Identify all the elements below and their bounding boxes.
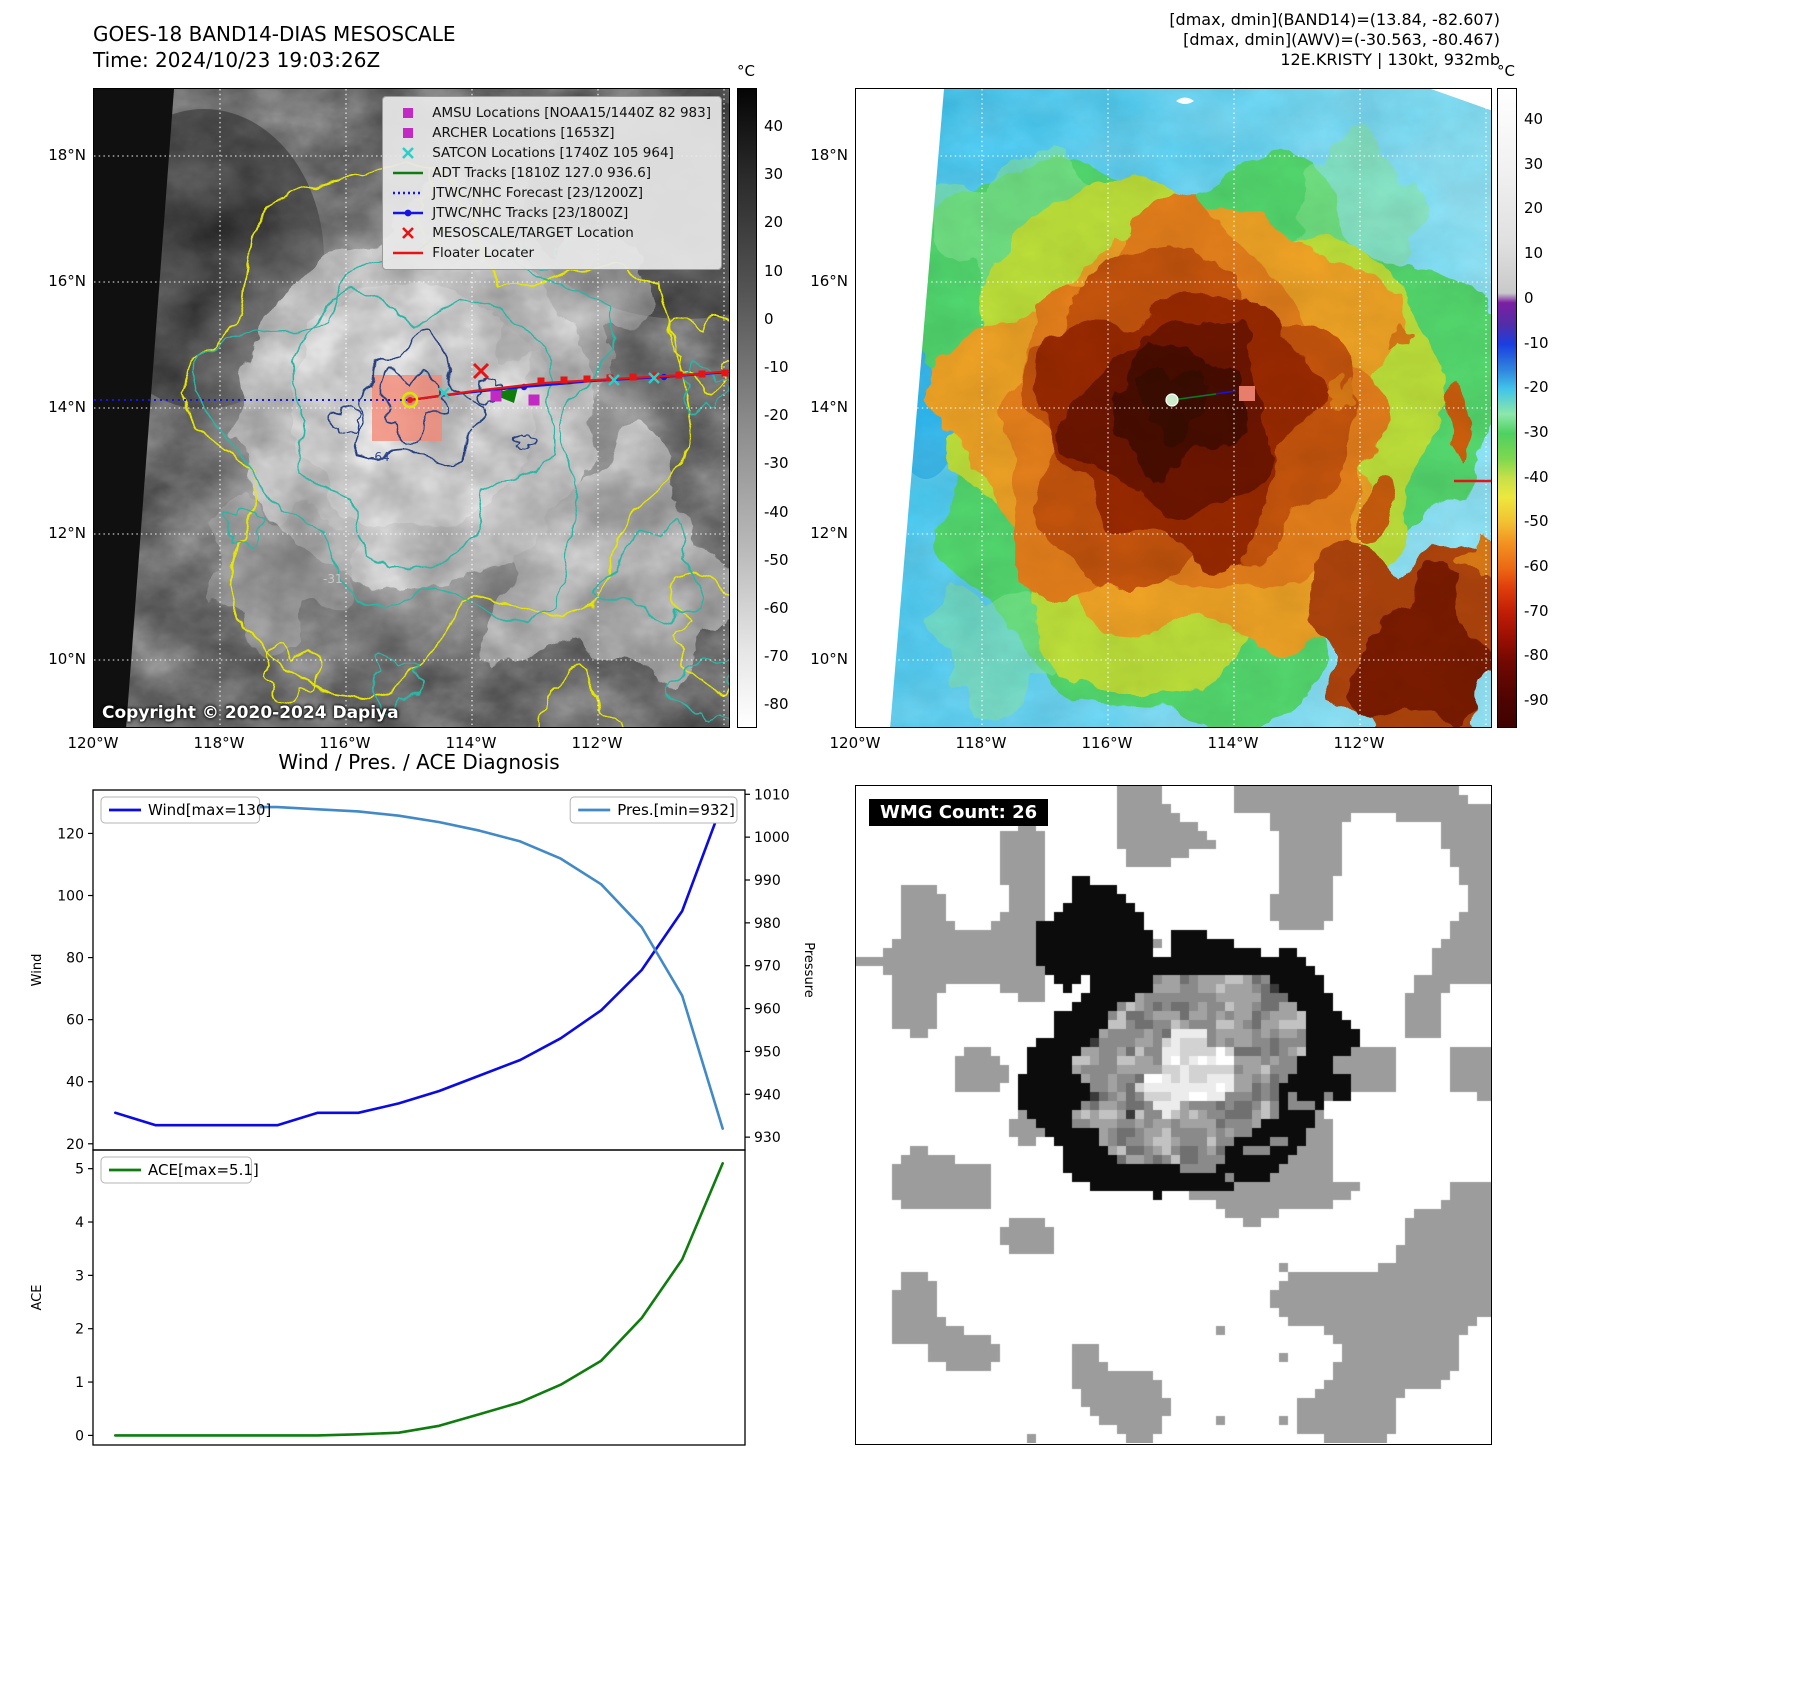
wmg-pixel-map [855,785,1492,1445]
awv-lon-tick: 112°W [1333,734,1385,752]
legend-item-label: JTWC/NHC Tracks [23/1800Z] [432,205,629,221]
legend-item: JTWC/NHC Tracks [23/1800Z] [391,203,711,223]
line-legend-icon [393,171,424,175]
band14-lon-tick: 118°W [193,734,245,752]
band14-colorbar-tick: -30 [764,454,789,473]
legend-item-label: JTWC/NHC Forecast [23/1200Z] [432,185,644,201]
band14-title: GOES-18 BAND14-DIAS MESOSCALE [93,22,456,46]
band14-lat-tick: 16°N [48,272,86,290]
awv-colorbar [1497,88,1517,728]
band14-timestamp: Time: 2024/10/23 19:03:26Z [93,48,381,72]
square-legend-icon [403,128,414,138]
dotted-legend-icon [393,191,424,195]
band14-lat-tick: 12°N [48,524,86,542]
legend-item: ARCHER Locations [1653Z] [391,123,711,143]
awv-colorbar-tick: -70 [1524,601,1549,620]
copyright-label: Copyright © 2020-2024 Dapiya [102,703,399,723]
band14-colorbar-tick: -70 [764,647,789,666]
band14-colorbar-tick: 0 [764,309,774,328]
line-legend-icon [393,251,424,255]
band14-colorbar-tick: -40 [764,502,789,521]
awv-colorbar-tick: 30 [1524,154,1544,173]
legend-item: ADT Tracks [1810Z 127.0 936.6] [391,163,711,183]
band14-satellite-map: -64 -31 AMSU Locations [NOAA15/1440Z 82 9… [93,88,730,728]
band14-colorbar-tick: 40 [764,117,784,135]
awv-lon-tick: 116°W [1081,734,1133,752]
legend-item-label: ARCHER Locations [1653Z] [432,125,615,141]
wmg-count-badge: WMG Count: 26 [869,799,1049,826]
line-dot-legend-icon [393,209,424,217]
awv-colorbar-tick: 10 [1524,244,1544,263]
band14-colorbar-tick: -80 [764,695,789,714]
band14-colorbar-tick: 10 [764,261,784,280]
awv-colorbar-tick: -20 [1524,378,1549,397]
legend-item: MESOSCALE/TARGET Location [391,223,711,243]
band14-lon-tick: 120°W [67,734,119,752]
legend-item-label: MESOSCALE/TARGET Location [432,225,634,241]
band14-lat-tick: 14°N [48,398,86,416]
legend-item: SATCON Locations [1740Z 105 964] [391,143,711,163]
band14-lon-tick: 114°W [445,734,497,752]
awv-lon-tick: 118°W [955,734,1007,752]
awv-colorbar-tick: 40 [1524,110,1544,128]
awv-header-awv: [dmax, dmin](AWV)=(-30.563, -80.467) [1183,30,1500,49]
awv-colorbar-tick: -40 [1524,467,1549,486]
x-legend-icon [402,227,415,239]
awv-colorbar-tick: -80 [1524,646,1549,665]
band14-lat-tick: 10°N [48,650,86,668]
awv-colorbar-tick: -10 [1524,333,1549,352]
awv-lon-tick: 120°W [829,734,881,752]
awv-header-band14: [dmax, dmin](BAND14)=(13.84, -82.607) [1169,10,1500,29]
awv-lon-tick: 114°W [1207,734,1259,752]
awv-lat-tick: 12°N [810,524,848,542]
awv-colorbar-tick: 20 [1524,199,1544,218]
diagnosis-title: Wind / Pres. / ACE Diagnosis [278,750,560,774]
square-legend-icon [403,108,414,118]
legend-item-label: Floater Locater [432,245,535,261]
band14-colorbar-tick: -60 [764,599,789,617]
legend-item-label: ADT Tracks [1810Z 127.0 936.6] [432,165,652,181]
x-legend-icon [402,147,415,159]
band14-colorbar-tick: -50 [764,550,789,569]
awv-lat-tick: 10°N [810,650,848,668]
awv-lat-tick: 16°N [810,272,848,290]
awv-colorbar-tick: -90 [1524,691,1549,710]
svg-text:-64: -64 [370,450,390,464]
band14-colorbar-tick: 20 [764,213,784,232]
awv-colorbar-tick: -60 [1524,557,1549,575]
awv-satellite-map [855,88,1492,728]
legend-item-label: AMSU Locations [NOAA15/1440Z 82 983] [432,105,711,121]
legend-item: AMSU Locations [NOAA15/1440Z 82 983] [391,103,711,123]
legend-item: Floater Locater [391,243,711,263]
legend-item: JTWC/NHC Forecast [23/1200Z] [391,183,711,203]
svg-text:-31: -31 [323,572,343,586]
band14-legend: AMSU Locations [NOAA15/1440Z 82 983] ARCH… [382,96,722,270]
band14-colorbar-unit: °C [737,62,755,80]
awv-colorbar-tick: -30 [1524,422,1549,441]
band14-lon-tick: 112°W [571,734,623,752]
legend-item-label: SATCON Locations [1740Z 105 964] [432,145,674,161]
awv-lat-tick: 14°N [810,398,848,416]
awv-colorbar-unit: °C [1497,62,1515,80]
wmg-pixel-image [856,786,1491,1443]
band14-lon-tick: 116°W [319,734,371,752]
band14-colorbar-tick: 30 [764,165,784,184]
band14-colorbar [737,88,757,728]
storm-id-label: 12E.KRISTY | 130kt, 932mb [1280,50,1500,69]
band14-colorbar-tick: -10 [764,358,789,376]
awv-colorbar-tick: 0 [1524,288,1534,307]
band14-colorbar-tick: -20 [764,406,789,425]
awv-lat-tick: 18°N [810,146,848,164]
awv-satellite-image [856,89,1491,727]
awv-colorbar-tick: -50 [1524,512,1549,531]
band14-lat-tick: 18°N [48,146,86,164]
